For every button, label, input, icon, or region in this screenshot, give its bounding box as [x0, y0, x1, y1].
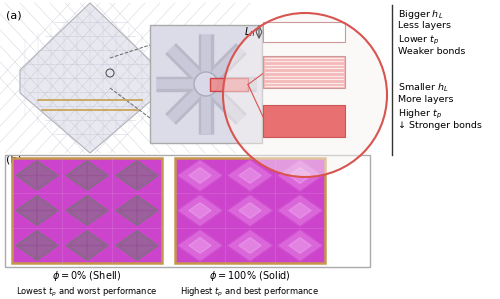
Polygon shape: [278, 230, 322, 261]
Text: $L_h$: $L_h$: [244, 25, 255, 39]
Text: $\phi = 100\%$ (Solid): $\phi = 100\%$ (Solid): [209, 269, 291, 283]
Polygon shape: [178, 230, 222, 261]
Polygon shape: [137, 210, 156, 224]
Polygon shape: [116, 231, 158, 260]
Polygon shape: [178, 195, 222, 226]
Polygon shape: [68, 232, 87, 245]
Polygon shape: [289, 168, 311, 183]
Polygon shape: [118, 176, 137, 189]
Polygon shape: [18, 232, 37, 245]
Text: Higher $t_p$: Higher $t_p$: [398, 108, 442, 121]
Polygon shape: [20, 3, 160, 153]
Polygon shape: [87, 197, 106, 210]
Polygon shape: [37, 232, 56, 245]
Polygon shape: [18, 162, 37, 176]
Polygon shape: [68, 197, 87, 210]
FancyBboxPatch shape: [150, 25, 262, 143]
Polygon shape: [116, 161, 158, 190]
Polygon shape: [239, 168, 261, 183]
Polygon shape: [16, 161, 58, 190]
Polygon shape: [137, 197, 156, 210]
Polygon shape: [37, 176, 56, 189]
Text: Bigger $h_L$: Bigger $h_L$: [398, 8, 444, 21]
Polygon shape: [289, 203, 311, 218]
Text: More layers: More layers: [398, 95, 454, 104]
Polygon shape: [178, 160, 222, 191]
FancyBboxPatch shape: [210, 78, 248, 91]
Polygon shape: [189, 203, 211, 218]
Polygon shape: [68, 245, 87, 259]
Polygon shape: [16, 231, 58, 260]
Polygon shape: [118, 197, 137, 210]
Polygon shape: [68, 210, 87, 224]
Text: Less layers: Less layers: [398, 21, 451, 30]
Polygon shape: [228, 230, 272, 261]
Polygon shape: [87, 232, 106, 245]
Polygon shape: [37, 197, 56, 210]
FancyBboxPatch shape: [12, 158, 162, 263]
Polygon shape: [87, 210, 106, 224]
Polygon shape: [118, 245, 137, 259]
Polygon shape: [137, 176, 156, 189]
Polygon shape: [137, 162, 156, 176]
FancyBboxPatch shape: [263, 105, 345, 137]
Text: Highest $t_p$ and best performance: Highest $t_p$ and best performance: [180, 286, 320, 299]
Text: ↓ Stronger bonds: ↓ Stronger bonds: [398, 121, 482, 130]
Polygon shape: [66, 161, 108, 190]
Polygon shape: [18, 197, 37, 210]
Polygon shape: [239, 238, 261, 253]
Polygon shape: [37, 245, 56, 259]
Polygon shape: [68, 162, 87, 176]
FancyBboxPatch shape: [175, 158, 325, 263]
Text: Lowest $t_p$ and worst performance: Lowest $t_p$ and worst performance: [16, 286, 158, 299]
Polygon shape: [189, 168, 211, 183]
Polygon shape: [37, 162, 56, 176]
Polygon shape: [278, 160, 322, 191]
Text: $\phi = 0\%$ (Shell): $\phi = 0\%$ (Shell): [52, 269, 122, 283]
Polygon shape: [137, 245, 156, 259]
Polygon shape: [18, 245, 37, 259]
Polygon shape: [278, 195, 322, 226]
Polygon shape: [239, 203, 261, 218]
Text: (b): (b): [6, 155, 22, 165]
Polygon shape: [289, 238, 311, 253]
Polygon shape: [68, 176, 87, 189]
Polygon shape: [66, 196, 108, 225]
Text: Lower $t_p$: Lower $t_p$: [398, 34, 440, 47]
Polygon shape: [228, 195, 272, 226]
FancyBboxPatch shape: [263, 56, 345, 88]
Polygon shape: [87, 245, 106, 259]
Polygon shape: [118, 210, 137, 224]
Text: Smaller $h_L$: Smaller $h_L$: [398, 82, 448, 94]
Polygon shape: [66, 231, 108, 260]
Circle shape: [223, 13, 387, 177]
Polygon shape: [87, 162, 106, 176]
Text: Weaker bonds: Weaker bonds: [398, 47, 466, 56]
Polygon shape: [18, 176, 37, 189]
Polygon shape: [116, 196, 158, 225]
Polygon shape: [189, 238, 211, 253]
Polygon shape: [16, 196, 58, 225]
Circle shape: [194, 72, 218, 96]
Polygon shape: [18, 210, 37, 224]
Polygon shape: [87, 176, 106, 189]
Polygon shape: [137, 232, 156, 245]
Polygon shape: [37, 210, 56, 224]
Polygon shape: [228, 160, 272, 191]
Polygon shape: [118, 162, 137, 176]
Text: (a): (a): [6, 10, 22, 20]
Polygon shape: [118, 232, 137, 245]
FancyBboxPatch shape: [263, 22, 345, 42]
